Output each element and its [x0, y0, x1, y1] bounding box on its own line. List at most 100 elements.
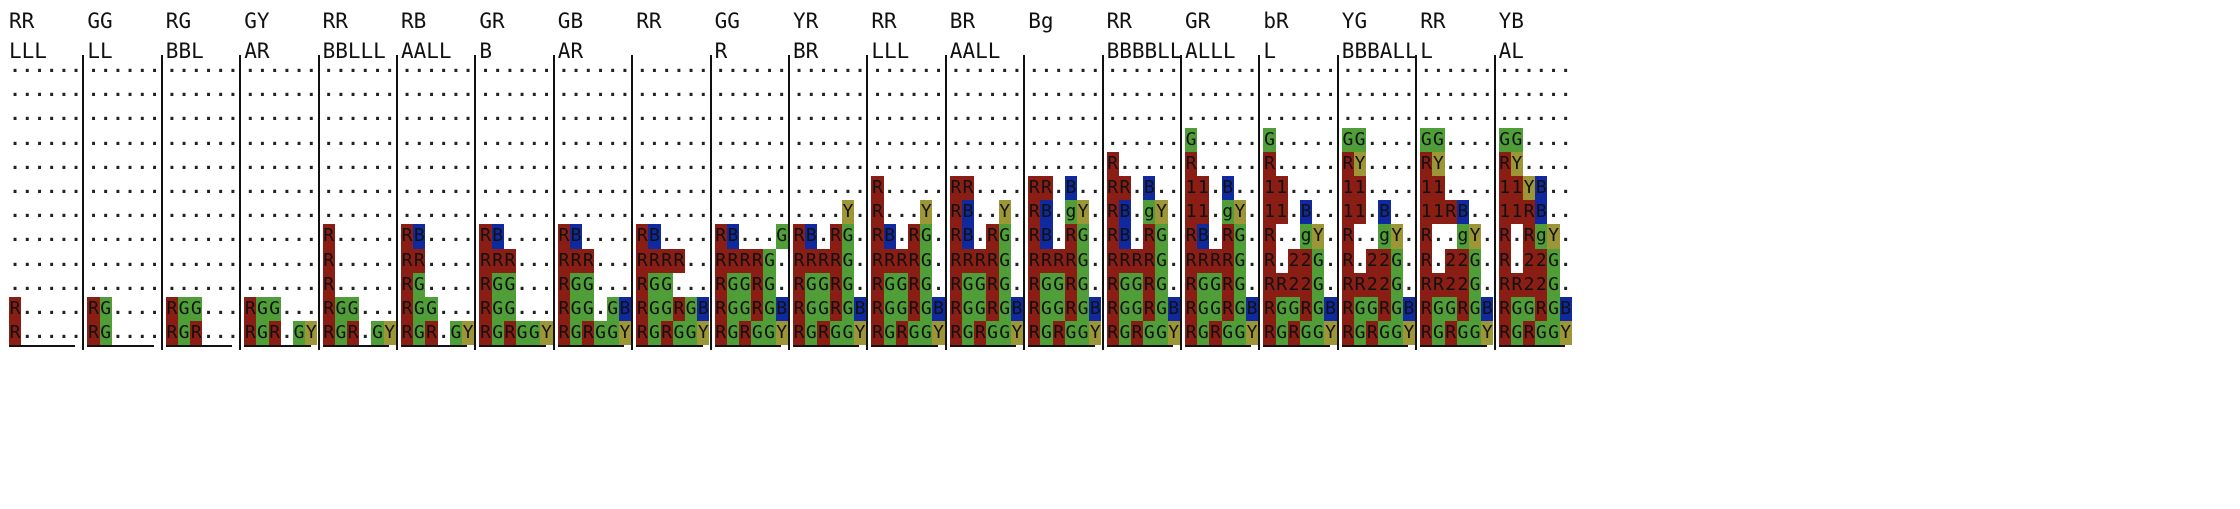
block-cell: G [817, 272, 830, 297]
block-cell: R [1106, 176, 1119, 201]
empty-cell: . [1185, 80, 1197, 102]
empty-cell: . [607, 56, 619, 77]
panel-header-line2: BBLLL [322, 39, 386, 63]
panel-separator [866, 55, 869, 350]
block-cell: R [1118, 176, 1131, 201]
block-cell: G [726, 272, 739, 297]
empty-cell: . [908, 152, 920, 174]
block-cell: R [1432, 272, 1445, 297]
empty-cell: . [21, 201, 33, 223]
empty-cell: . [1469, 80, 1481, 102]
empty-cell: . [558, 201, 570, 223]
block-cell: G [1233, 272, 1246, 297]
empty-cell: . [438, 322, 450, 344]
empty-cell: . [401, 177, 413, 198]
block-cell: 1 [1197, 200, 1210, 225]
empty-cell: . [805, 201, 817, 223]
panel-header-line2: B [479, 39, 493, 63]
empty-cell: . [1089, 56, 1101, 77]
empty-cell: . [607, 152, 619, 174]
empty-cell: . [88, 201, 99, 223]
block-cell: G [1468, 248, 1482, 273]
panel-header-line2: BBL [165, 39, 204, 63]
empty-cell: . [516, 298, 528, 319]
empty-cell: . [1143, 152, 1155, 174]
empty-cell: . [9, 225, 21, 247]
empty-cell: . [1168, 177, 1180, 198]
empty-cell: . [244, 104, 256, 126]
panel-13: BR AALL.............................. R R..… [949, 0, 1054, 509]
empty-cell: . [462, 273, 474, 295]
empty-cell: . [661, 80, 673, 102]
empty-cell: . [9, 56, 21, 77]
empty-cell: . [1234, 152, 1246, 174]
block-cell: R [1118, 248, 1131, 273]
empty-cell: . [1548, 177, 1559, 198]
empty-cell: . [974, 201, 986, 223]
empty-cell: . [528, 273, 540, 295]
empty-cell: . [1481, 152, 1493, 174]
empty-cell: . [1053, 80, 1065, 102]
empty-cell: . [203, 298, 214, 319]
panel-header-line1: RR [871, 9, 897, 33]
empty-cell: . [661, 225, 673, 247]
empty-cell: . [884, 201, 896, 223]
block-cell: Y [1432, 151, 1445, 176]
block-cell: R [1028, 321, 1041, 346]
block-cell: R [805, 248, 818, 273]
empty-cell: . [136, 322, 148, 344]
empty-cell: . [884, 177, 896, 198]
empty-cell: . [636, 80, 648, 102]
empty-cell: . [697, 273, 709, 295]
empty-cell: . [1403, 225, 1415, 247]
empty-cell: . [257, 249, 268, 271]
empty-cell: . [1065, 128, 1077, 150]
empty-cell: . [1089, 177, 1101, 198]
empty-cell: . [1119, 104, 1131, 126]
block-cell: G [1456, 321, 1469, 346]
block-cell: G [841, 248, 854, 273]
block-cell: B [961, 200, 975, 225]
empty-cell: . [227, 225, 239, 247]
empty-cell: . [34, 201, 45, 223]
empty-cell: . [1420, 80, 1432, 102]
empty-cell: . [1089, 80, 1101, 102]
block-cell: R [503, 321, 516, 346]
empty-cell: . [1234, 56, 1246, 77]
panel-header-line1: RR [1106, 9, 1132, 33]
panel-baseline [322, 345, 389, 347]
empty-cell: . [872, 104, 883, 126]
empty-cell: . [112, 128, 124, 150]
empty-cell: . [962, 128, 974, 150]
block-cell: G [805, 297, 818, 322]
block-cell: 1 [1341, 200, 1354, 225]
empty-cell: . [281, 298, 293, 319]
empty-cell: . [305, 177, 317, 198]
empty-cell: . [1445, 56, 1457, 77]
block-cell: R [1535, 297, 1548, 322]
empty-cell: . [215, 104, 227, 126]
empty-cell: . [1234, 104, 1246, 126]
block-cell: G [177, 297, 191, 322]
empty-cell: . [570, 152, 582, 174]
empty-cell: . [1246, 80, 1258, 102]
empty-cell: . [1403, 249, 1415, 271]
block-cell: B [1040, 200, 1053, 225]
block-cell: R [1064, 272, 1077, 297]
block-cell: G [569, 321, 583, 346]
empty-cell: . [715, 201, 727, 223]
empty-cell: . [257, 201, 268, 223]
empty-cell: . [426, 152, 437, 174]
empty-cell: . [1288, 177, 1300, 198]
empty-cell: . [1089, 201, 1101, 223]
empty-cell: . [1119, 152, 1131, 174]
empty-cell: . [896, 177, 908, 198]
empty-cell: . [124, 225, 136, 247]
empty-cell: . [112, 225, 124, 247]
empty-cell: . [1210, 56, 1221, 77]
block-cell: R [1028, 200, 1041, 225]
empty-cell: . [1168, 201, 1180, 223]
empty-cell: . [1185, 56, 1197, 77]
empty-cell: . [607, 225, 619, 247]
empty-cell: . [1077, 104, 1089, 126]
